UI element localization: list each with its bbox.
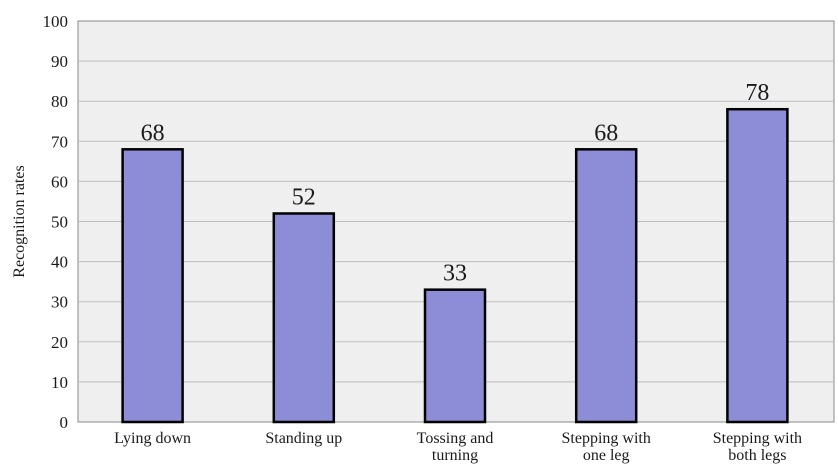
bar	[423, 288, 487, 424]
y-tick-label: 40	[51, 253, 68, 272]
x-tick-label: Tossing and turning	[417, 430, 494, 464]
y-tick-label: 50	[51, 213, 68, 232]
x-tick-label: Stepping with both legs	[713, 430, 802, 464]
bar	[121, 148, 184, 424]
y-tick-label: 80	[51, 92, 68, 111]
y-tick-label: 60	[51, 172, 68, 191]
data-labels: 68 52 33 68 78	[141, 80, 770, 286]
gridlines	[78, 60, 834, 383]
data-label: 33	[443, 261, 467, 287]
bar	[726, 107, 789, 424]
y-tick-label: 100	[43, 12, 69, 31]
x-tick-label: Standing up	[265, 430, 342, 447]
y-axis-title: Recognition rates	[11, 165, 28, 277]
y-tick-label: 10	[51, 373, 68, 392]
x-tick-label: Stepping with one leg	[562, 430, 651, 464]
x-tick-label: Lying down	[114, 430, 191, 447]
y-tick-label: 0	[60, 413, 69, 432]
data-label: 78	[745, 80, 769, 106]
y-tick-label: 70	[51, 132, 68, 151]
x-tick-labels: Lying down Standing up Tossing and turning S…	[114, 430, 802, 464]
y-tick-label: 20	[51, 333, 68, 352]
bar	[272, 212, 336, 424]
bars	[121, 107, 789, 424]
y-tick-label: 90	[51, 52, 68, 71]
y-tick-label: 30	[51, 293, 68, 312]
data-label: 68	[141, 120, 165, 146]
y-tick-labels: 0 10 20 30 40 50 60 70 80 90 100	[43, 12, 69, 432]
data-label: 68	[594, 120, 618, 146]
data-label: 52	[292, 184, 316, 210]
bar	[574, 148, 638, 424]
